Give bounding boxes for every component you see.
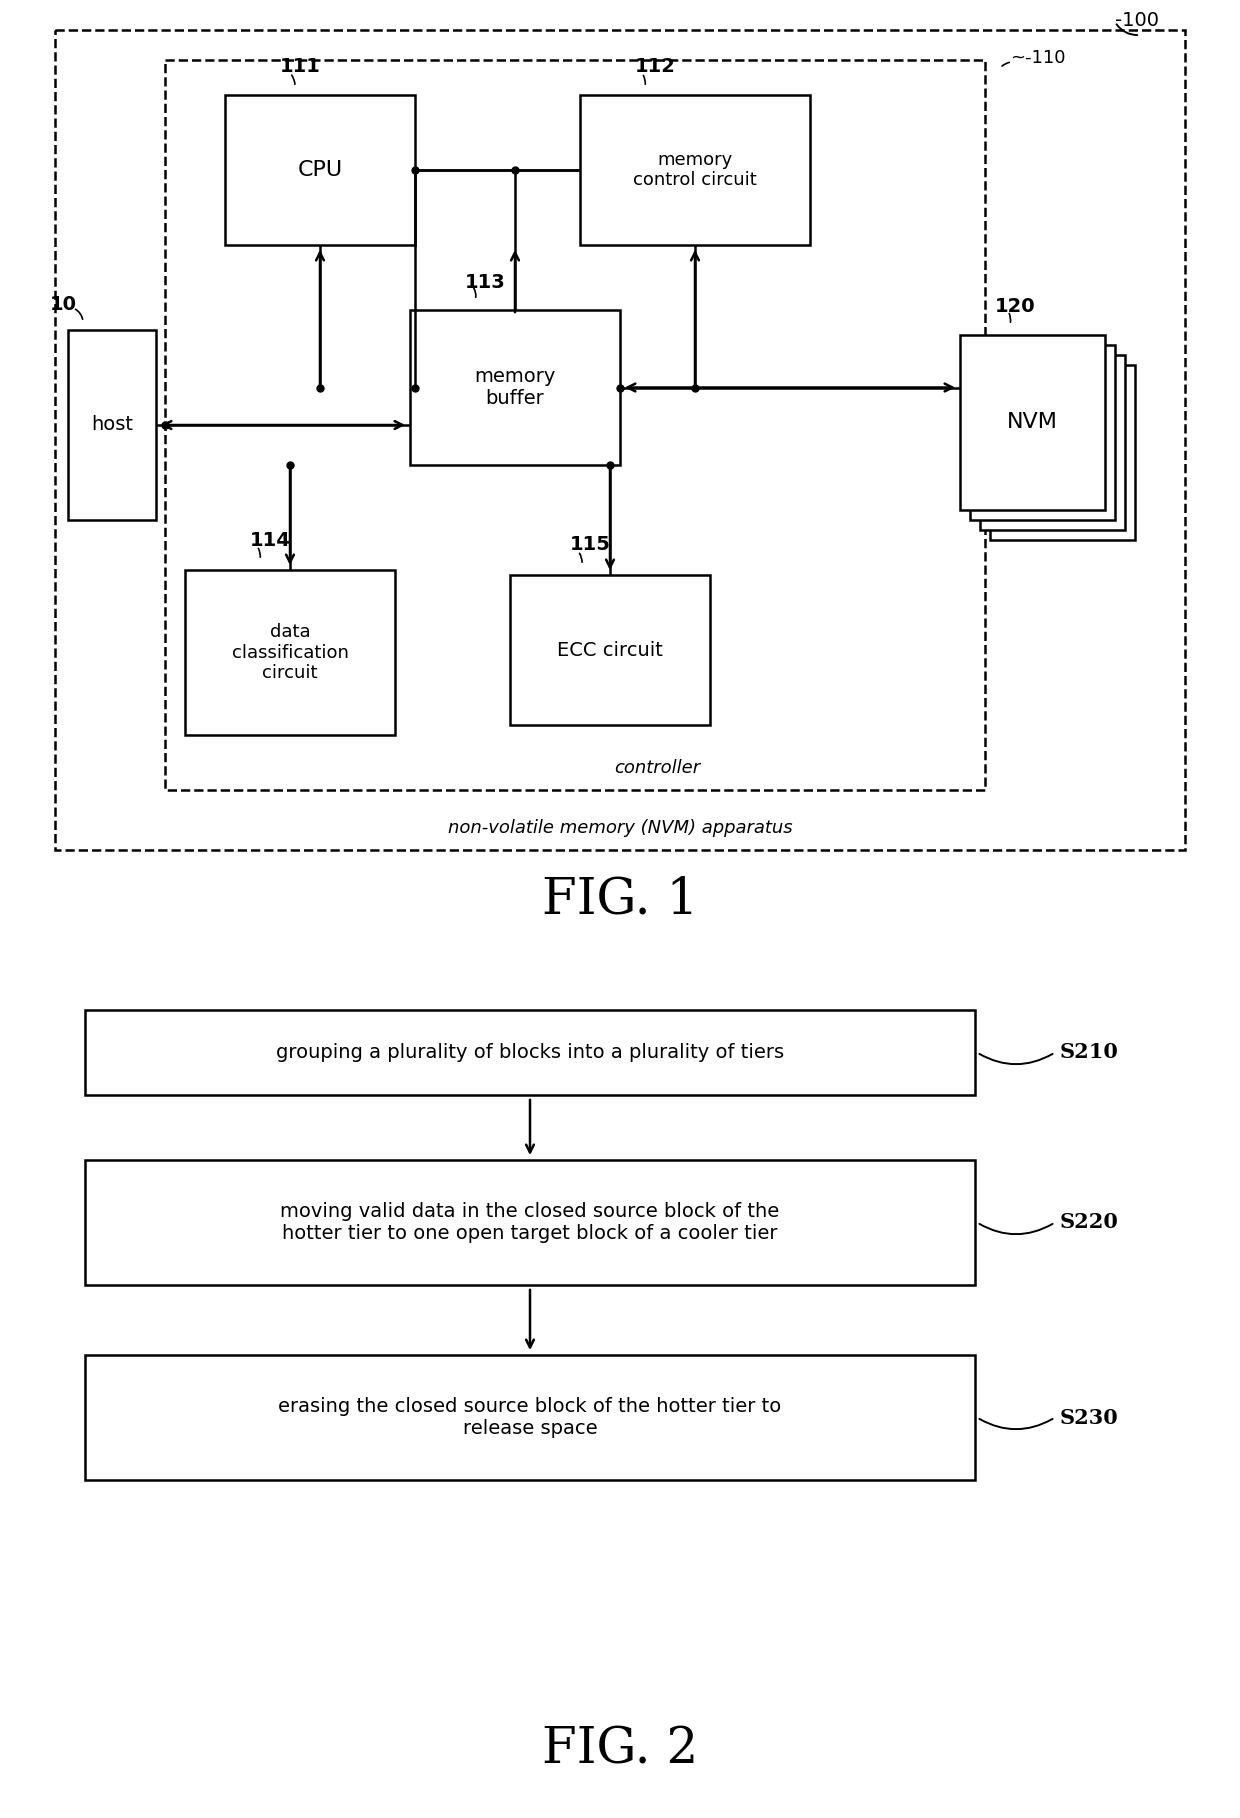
- Text: ~-110: ~-110: [1011, 49, 1065, 67]
- Text: 10: 10: [50, 296, 77, 315]
- FancyBboxPatch shape: [580, 95, 810, 245]
- Text: erasing the closed source block of the hotter tier to
release space: erasing the closed source block of the h…: [278, 1396, 781, 1438]
- Text: 115: 115: [570, 536, 611, 554]
- FancyBboxPatch shape: [55, 31, 1185, 851]
- FancyBboxPatch shape: [86, 1011, 975, 1094]
- Text: 113: 113: [465, 273, 506, 291]
- Text: -100: -100: [1115, 11, 1159, 29]
- Text: 114: 114: [250, 531, 291, 549]
- Text: NVM: NVM: [1007, 413, 1058, 433]
- Text: S230: S230: [1060, 1407, 1118, 1427]
- Text: memory
buffer: memory buffer: [475, 367, 556, 407]
- FancyBboxPatch shape: [980, 355, 1125, 531]
- FancyBboxPatch shape: [510, 574, 711, 725]
- Text: host: host: [91, 416, 133, 435]
- Text: data
classification
circuit: data classification circuit: [232, 624, 348, 682]
- Text: grouping a plurality of blocks into a plurality of tiers: grouping a plurality of blocks into a pl…: [277, 1044, 784, 1062]
- FancyBboxPatch shape: [68, 331, 156, 520]
- Text: 120: 120: [994, 298, 1035, 316]
- FancyBboxPatch shape: [165, 60, 985, 791]
- FancyBboxPatch shape: [185, 571, 396, 734]
- Text: FIG. 1: FIG. 1: [542, 874, 698, 925]
- Text: controller: controller: [614, 758, 701, 776]
- Text: moving valid data in the closed source block of the
hotter tier to one open targ: moving valid data in the closed source b…: [280, 1202, 780, 1244]
- FancyBboxPatch shape: [224, 95, 415, 245]
- Text: memory
control circuit: memory control circuit: [634, 151, 756, 189]
- Text: S220: S220: [1060, 1213, 1118, 1233]
- FancyBboxPatch shape: [970, 345, 1115, 520]
- FancyBboxPatch shape: [410, 311, 620, 465]
- Text: 111: 111: [280, 58, 321, 76]
- FancyBboxPatch shape: [86, 1354, 975, 1480]
- FancyBboxPatch shape: [86, 1160, 975, 1285]
- FancyBboxPatch shape: [960, 335, 1105, 511]
- Text: CPU: CPU: [298, 160, 342, 180]
- Text: ECC circuit: ECC circuit: [557, 640, 663, 660]
- Text: S210: S210: [1060, 1042, 1118, 1062]
- FancyBboxPatch shape: [990, 365, 1135, 540]
- Text: 112: 112: [635, 58, 676, 76]
- Text: non-volatile memory (NVM) apparatus: non-volatile memory (NVM) apparatus: [448, 818, 792, 836]
- Text: FIG. 2: FIG. 2: [542, 1725, 698, 1774]
